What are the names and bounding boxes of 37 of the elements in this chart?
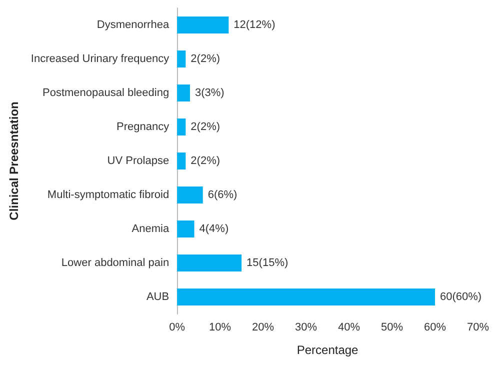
x-tick-label: 50%	[381, 322, 404, 334]
bar	[177, 288, 436, 306]
x-axis-title: Percentage	[296, 343, 359, 357]
bar	[177, 118, 186, 136]
y-tick-label: Pregnancy	[116, 121, 170, 133]
x-tick-label: 30%	[295, 322, 318, 334]
bar	[177, 254, 242, 272]
data-label: 6(6%)	[208, 189, 238, 201]
data-label: 3(3%)	[194, 87, 224, 99]
x-tick-label: 40%	[338, 322, 360, 334]
data-label: 2(2%)	[190, 155, 220, 167]
x-tick-label: 0%	[169, 322, 186, 334]
data-label: 2(2%)	[190, 53, 220, 65]
x-tick-label: 60%	[424, 322, 446, 334]
y-tick-label: AUB	[146, 291, 170, 303]
data-label: 60(60%)	[440, 291, 482, 303]
x-tick-label: 70%	[466, 322, 490, 334]
bar	[177, 186, 203, 204]
bar	[177, 152, 186, 170]
y-tick-label: UV Prolapse	[107, 155, 170, 167]
bar	[177, 220, 194, 238]
bar	[177, 16, 229, 34]
data-label: 15(15%)	[246, 257, 288, 269]
bar	[177, 84, 190, 102]
y-tick-label: Dysmenorrhea	[96, 19, 170, 31]
y-tick-label: Lower abdominal pain	[61, 257, 170, 269]
x-tick-label: 10%	[209, 322, 232, 334]
y-tick-label: Increased Urinary frequency	[30, 53, 170, 65]
data-label: 4(4%)	[199, 223, 229, 235]
x-tick-label: 20%	[252, 322, 274, 334]
y-tick-label: Postmenopausal bleeding	[42, 87, 170, 99]
y-axis-title: Clinical Preesntation	[7, 102, 21, 220]
data-label: 12(12%)	[234, 19, 276, 31]
y-tick-label: Multi-symptomatic fibroid	[47, 189, 170, 201]
bar	[177, 50, 186, 68]
data-label: 2(2%)	[190, 121, 220, 133]
y-tick-label: Anemia	[132, 223, 170, 235]
